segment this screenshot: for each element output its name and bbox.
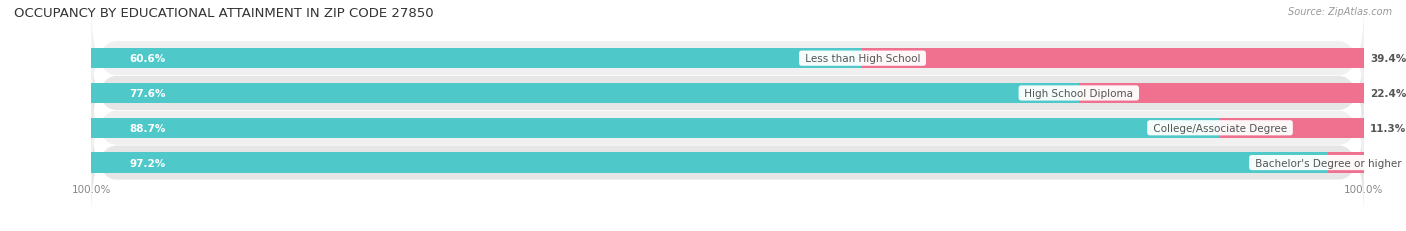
Legend: Owner-occupied, Renter-occupied: Owner-occupied, Renter-occupied bbox=[612, 228, 844, 231]
Text: Source: ZipAtlas.com: Source: ZipAtlas.com bbox=[1288, 7, 1392, 17]
Bar bbox=[91, 153, 1329, 173]
FancyBboxPatch shape bbox=[91, 7, 1364, 111]
Text: College/Associate Degree: College/Associate Degree bbox=[1150, 123, 1291, 133]
Text: 88.7%: 88.7% bbox=[129, 123, 166, 133]
Text: 39.4%: 39.4% bbox=[1371, 54, 1406, 64]
Text: 97.2%: 97.2% bbox=[129, 158, 166, 168]
Bar bbox=[91, 49, 862, 69]
Bar bbox=[1329, 153, 1364, 173]
Text: 77.6%: 77.6% bbox=[129, 88, 166, 99]
Text: 11.3%: 11.3% bbox=[1371, 123, 1406, 133]
Text: Less than High School: Less than High School bbox=[801, 54, 924, 64]
Text: 2.8%: 2.8% bbox=[1371, 158, 1399, 168]
Bar bbox=[91, 118, 1220, 138]
Text: 60.6%: 60.6% bbox=[129, 54, 166, 64]
FancyBboxPatch shape bbox=[91, 111, 1364, 215]
Bar bbox=[91, 84, 1078, 103]
Text: OCCUPANCY BY EDUCATIONAL ATTAINMENT IN ZIP CODE 27850: OCCUPANCY BY EDUCATIONAL ATTAINMENT IN Z… bbox=[14, 7, 433, 20]
Text: 22.4%: 22.4% bbox=[1371, 88, 1406, 99]
FancyBboxPatch shape bbox=[91, 76, 1364, 181]
FancyBboxPatch shape bbox=[91, 41, 1364, 146]
Text: High School Diploma: High School Diploma bbox=[1021, 88, 1136, 99]
Bar bbox=[1078, 84, 1364, 103]
Text: Bachelor's Degree or higher: Bachelor's Degree or higher bbox=[1251, 158, 1405, 168]
Bar bbox=[862, 49, 1364, 69]
Bar bbox=[1220, 118, 1364, 138]
